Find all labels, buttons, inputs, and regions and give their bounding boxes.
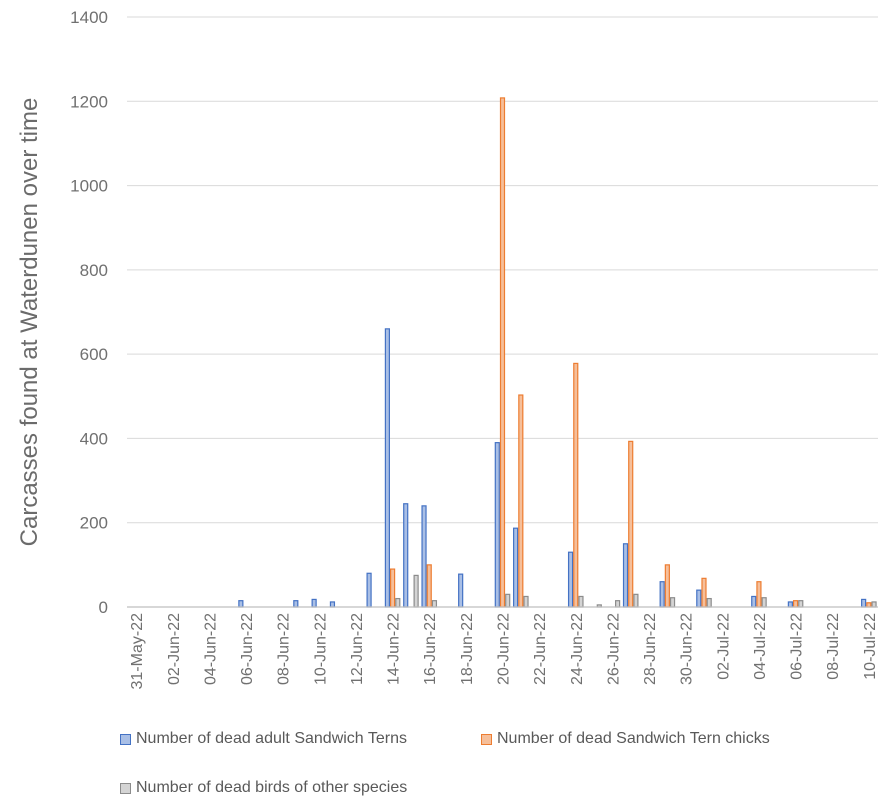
bar <box>701 577 707 608</box>
bar <box>567 551 574 608</box>
x-tick-label: 04-Jun-22 <box>202 613 219 685</box>
legend-item-adults: Number of dead adult Sandwich Terns <box>120 730 407 748</box>
legend-label-chicks: Number of dead Sandwich Tern chicks <box>497 730 770 747</box>
bar <box>426 564 432 608</box>
y-tick-label: 600 <box>80 345 108 364</box>
bar <box>761 597 767 608</box>
bar <box>792 600 799 608</box>
x-tick-label: 08-Jul-22 <box>825 613 842 680</box>
x-tick-label: 06-Jul-22 <box>789 613 806 680</box>
bar <box>366 572 372 608</box>
legend-swatch-adults <box>120 733 131 745</box>
bar <box>413 574 419 608</box>
x-tick-label: 16-Jun-22 <box>422 613 439 685</box>
y-tick-label: 1200 <box>70 92 108 111</box>
x-tick-label: 22-Jun-22 <box>532 613 549 685</box>
bar <box>659 581 665 608</box>
y-tick-label: 1000 <box>70 177 108 196</box>
bar <box>664 564 670 608</box>
x-tick-label: 08-Jun-22 <box>276 613 293 685</box>
y-axis-label: Carcasses found at Waterdunen over time <box>16 97 43 547</box>
bar <box>523 595 529 608</box>
bar <box>871 601 877 608</box>
y-tick-label: 400 <box>80 429 108 448</box>
bar <box>696 589 702 608</box>
bar <box>518 394 524 608</box>
x-tick-label: 02-Jun-22 <box>166 613 183 685</box>
bar <box>329 601 336 608</box>
y-tick-label: 0 <box>99 598 108 617</box>
bar <box>866 602 872 608</box>
bar <box>389 568 396 608</box>
bar <box>494 442 500 608</box>
x-tick-label: 04-Jul-22 <box>752 613 769 680</box>
x-tick-label: 14-Jun-22 <box>386 613 403 685</box>
y-tick-label: 1400 <box>70 8 108 27</box>
bar <box>633 593 639 608</box>
x-tick-label: 24-Jun-22 <box>569 613 586 685</box>
x-tick-label: 06-Jun-22 <box>239 613 256 685</box>
bar <box>431 600 438 608</box>
bar <box>756 581 762 608</box>
legend-label-adults: Number of dead adult Sandwich Terns <box>136 730 407 747</box>
bar <box>499 97 506 608</box>
bar <box>706 597 712 608</box>
legend-swatch-chicks <box>481 733 492 745</box>
bar <box>798 600 804 608</box>
x-tick-label: 18-Jun-22 <box>459 613 476 685</box>
x-tick-label: 20-Jun-22 <box>496 613 513 685</box>
x-tick-label: 10-Jun-22 <box>312 613 329 685</box>
bar <box>573 362 579 608</box>
x-tick-label: 30-Jun-22 <box>679 613 696 685</box>
x-tick-label: 02-Jul-22 <box>715 613 732 680</box>
bar <box>293 600 299 608</box>
legend-swatch-other <box>120 782 131 794</box>
bar <box>861 598 867 608</box>
legend-item-other: Number of dead birds of other species <box>120 779 407 797</box>
bar <box>238 600 244 608</box>
bar <box>751 595 757 608</box>
x-tick-label: 12-Jun-22 <box>349 613 366 685</box>
legend-label-other: Number of dead birds of other species <box>136 779 408 796</box>
y-tick-label: 800 <box>80 261 108 280</box>
bar <box>421 505 427 608</box>
x-tick-label: 10-Jul-22 <box>862 613 878 680</box>
bar <box>384 328 390 608</box>
bar <box>669 597 676 608</box>
bar <box>628 440 634 608</box>
bar <box>787 601 793 608</box>
x-tick-label: 26-Jun-22 <box>605 613 622 685</box>
x-tick-label: 31-May-22 <box>129 613 146 690</box>
bar <box>505 593 511 608</box>
bar <box>395 597 401 608</box>
bar <box>458 573 464 608</box>
y-tick-label: 200 <box>80 514 108 533</box>
bar <box>622 543 629 608</box>
bar <box>615 600 621 608</box>
bar <box>311 598 317 608</box>
bar <box>578 595 584 608</box>
bar <box>513 527 519 608</box>
legend-item-chicks: Number of dead Sandwich Tern chicks <box>481 730 770 748</box>
x-tick-label: 28-Jun-22 <box>642 613 659 685</box>
bar <box>403 503 409 608</box>
